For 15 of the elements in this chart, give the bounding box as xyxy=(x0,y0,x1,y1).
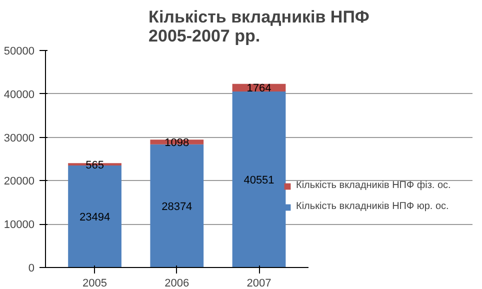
chart-title: Кількість вкладників НПФ 2005-2007 рр. xyxy=(148,8,370,46)
legend-label: Кількість вкладників НПФ фіз. ос. xyxy=(296,180,451,191)
data-label: 28374 xyxy=(162,200,192,213)
y-tick-label: 0 xyxy=(28,262,35,274)
data-label: 23494 xyxy=(79,212,110,224)
y-tick-label: 20000 xyxy=(4,176,35,188)
y-tick-label: 30000 xyxy=(4,132,35,144)
x-tick-label: 2005 xyxy=(82,278,108,289)
y-tick-label: 10000 xyxy=(4,219,35,232)
y-tick-label: 50000 xyxy=(4,46,35,58)
x-tick-label: 2006 xyxy=(164,278,190,289)
data-label: 40551 xyxy=(244,174,274,187)
legend-label: Кількість вкладників НПФ юр. ос. xyxy=(296,201,449,212)
y-tick-label: 40000 xyxy=(4,88,35,101)
x-tick-label: 2007 xyxy=(246,278,272,289)
